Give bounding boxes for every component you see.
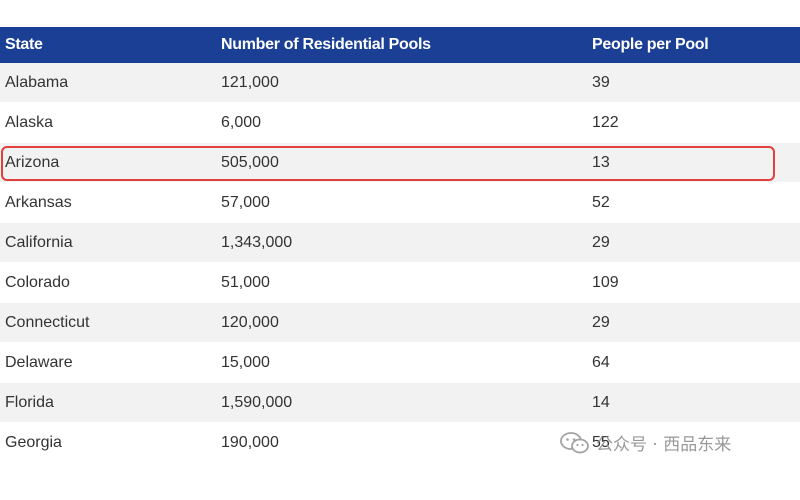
cell-pools: 57,000 — [221, 193, 270, 211]
table-header: State Number of Residential Pools People… — [0, 27, 800, 63]
cell-people-per-pool: 64 — [592, 353, 610, 371]
table-row: Georgia 190,000 55 — [0, 423, 800, 463]
cell-state: Alaska — [5, 113, 54, 131]
cell-pools: 120,000 — [221, 313, 279, 331]
cell-state: Georgia — [5, 433, 62, 451]
cell-state: Arkansas — [5, 193, 72, 211]
cell-pools: 505,000 — [221, 153, 279, 171]
watermark: 公众号 · 西品东来 — [560, 430, 731, 455]
cell-pools: 15,000 — [221, 353, 270, 371]
header-residential-pools[interactable]: Number of Residential Pools — [221, 36, 431, 53]
cell-people-per-pool: 14 — [592, 393, 610, 411]
cell-pools: 1,343,000 — [221, 233, 293, 251]
table-row: Florida 1,590,000 14 — [0, 383, 800, 423]
cell-people-per-pool: 122 — [592, 113, 619, 131]
cell-people-per-pool: 52 — [592, 193, 610, 211]
table-row: Alaska 6,000 122 — [0, 103, 800, 143]
table-row: Colorado 51,000 109 — [0, 263, 800, 303]
cell-state: Florida — [5, 393, 54, 411]
cell-state: Colorado — [5, 273, 70, 291]
header-people-per-pool[interactable]: People per Pool — [592, 36, 709, 53]
watermark-text: 公众号 · 西品东来 — [596, 435, 732, 455]
cell-state: Delaware — [5, 353, 73, 371]
cell-pools: 51,000 — [221, 273, 270, 291]
cell-people-per-pool: 29 — [592, 233, 610, 251]
wechat-icon — [560, 431, 590, 455]
cell-people-per-pool: 55 — [592, 433, 610, 451]
header-state[interactable]: State — [5, 36, 43, 53]
cell-people-per-pool: 39 — [592, 73, 610, 91]
cell-pools: 1,590,000 — [221, 393, 293, 411]
cell-pools: 6,000 — [221, 113, 262, 131]
cell-pools: 190,000 — [221, 433, 279, 451]
cell-state: California — [5, 233, 73, 251]
table-row: California 1,343,000 29 — [0, 223, 800, 263]
cell-people-per-pool: 29 — [592, 313, 610, 331]
table-row-highlighted: Arizona 505,000 13 — [0, 143, 800, 183]
table-row: Connecticut 120,000 29 — [0, 303, 800, 343]
cell-state: Arizona — [5, 153, 60, 171]
table-row: Alabama 121,000 39 — [0, 63, 800, 103]
table-row: Arkansas 57,000 52 — [0, 183, 800, 223]
cell-people-per-pool: 13 — [592, 153, 610, 171]
pools-table: State Number of Residential Pools People… — [0, 27, 800, 463]
cell-state: Alabama — [5, 73, 69, 91]
cell-pools: 121,000 — [221, 73, 279, 91]
cell-state: Connecticut — [5, 313, 90, 331]
cell-people-per-pool: 109 — [592, 273, 619, 291]
table-row: Delaware 15,000 64 — [0, 343, 800, 383]
